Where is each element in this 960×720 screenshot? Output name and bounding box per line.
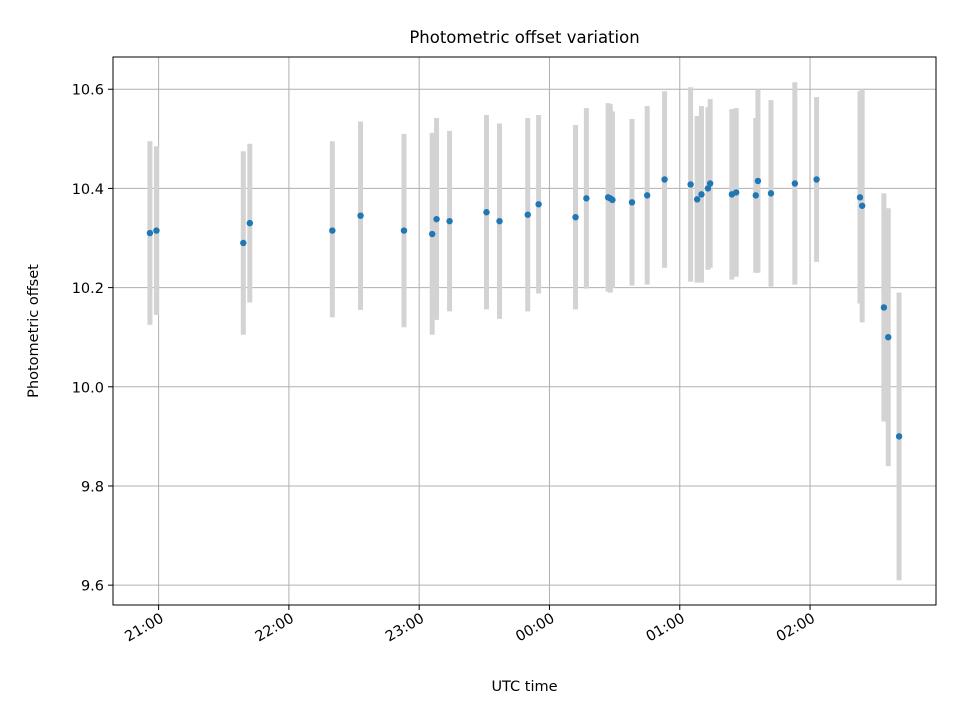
data-point [706, 180, 714, 187]
data-point [433, 215, 440, 223]
data-point [609, 196, 616, 204]
data-point [661, 176, 668, 183]
data-point [535, 201, 542, 208]
data-point [885, 333, 892, 341]
data-point [704, 185, 712, 192]
plot-area [113, 57, 936, 605]
chart-title: Photometric offset variation [409, 28, 639, 47]
data-point [754, 177, 762, 185]
grid-lines [113, 57, 936, 605]
y-axis: 9.6 9.8 10.0 10.2 10.4 10.6 [72, 83, 113, 595]
data-point [791, 180, 799, 187]
data-point [583, 195, 590, 202]
data-point [858, 202, 866, 209]
data-point [146, 229, 154, 237]
data-point [240, 239, 247, 247]
data-point [400, 227, 408, 234]
data-point [357, 212, 364, 219]
y-tick-label: 10.0 [72, 380, 104, 396]
x-axis-label: UTC time [491, 679, 557, 695]
y-axis-label: Photometric offset [26, 264, 42, 398]
data-point [752, 192, 759, 199]
data-point [483, 209, 490, 216]
data-point [446, 217, 453, 225]
data-point [856, 194, 864, 201]
data-point [813, 176, 820, 183]
y-tick-label: 9.8 [81, 479, 104, 495]
data-point [767, 190, 775, 197]
data-markers [146, 176, 903, 440]
data-point [246, 219, 254, 227]
y-tick-label: 9.6 [81, 579, 104, 595]
data-point [329, 227, 336, 234]
plot-frame [112, 56, 937, 606]
data-point [687, 181, 694, 188]
data-point [643, 192, 651, 199]
y-tick-label: 10.2 [72, 281, 104, 297]
data-point [895, 433, 903, 440]
data-point [524, 211, 531, 218]
data-point [733, 189, 740, 196]
data-point [698, 191, 705, 198]
data-point [429, 230, 436, 238]
data-point [153, 227, 160, 234]
y-tick-label: 10.4 [72, 182, 104, 198]
data-point [628, 199, 636, 206]
data-point [496, 217, 503, 225]
data-point [880, 304, 888, 311]
y-tick-label: 10.6 [72, 83, 104, 99]
data-point [693, 196, 701, 203]
data-point [572, 213, 579, 221]
